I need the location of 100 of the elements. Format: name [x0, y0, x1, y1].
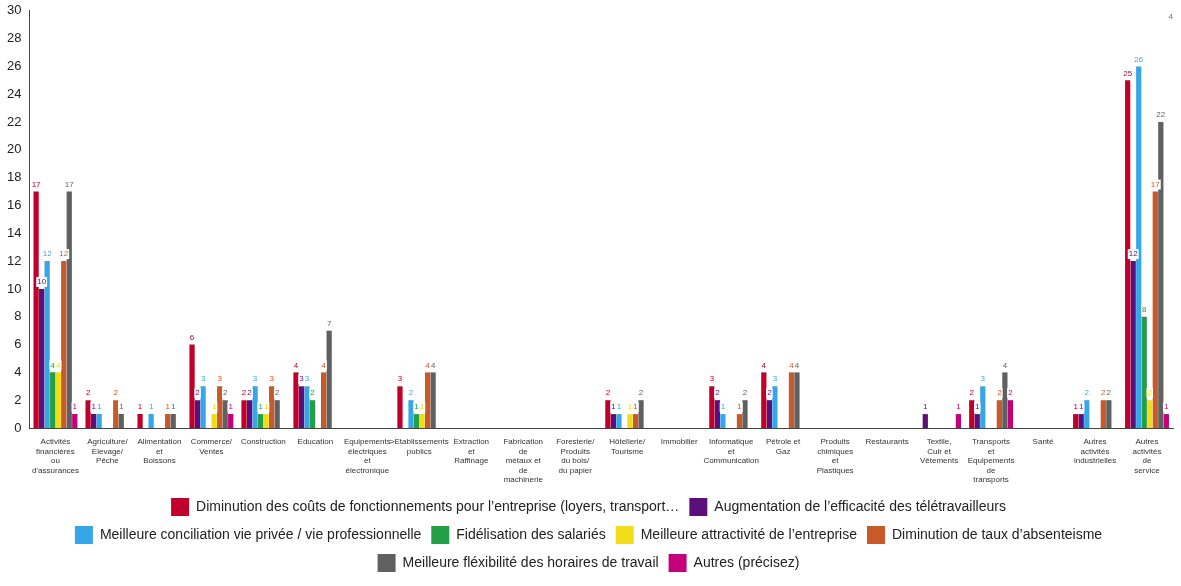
data-label: 1 [170, 402, 176, 412]
bar [50, 372, 56, 428]
bar [118, 414, 124, 428]
bar [1152, 191, 1158, 428]
bar [1084, 400, 1090, 428]
data-label: 1 [419, 402, 425, 412]
bar [736, 414, 743, 428]
data-label: 3 [980, 374, 986, 384]
data-label: 2 [1084, 388, 1090, 398]
data-label: 2 [247, 388, 253, 398]
data-label: 4 [55, 360, 61, 370]
data-label: 6 [189, 332, 195, 342]
bar [610, 414, 617, 428]
data-label: 4 [1002, 360, 1008, 370]
data-label: 3 [217, 374, 223, 384]
bar [293, 372, 299, 428]
data-label: 1 [1079, 402, 1084, 412]
data-label: 12 [1128, 249, 1139, 259]
bar [96, 414, 102, 428]
data-label: 2 [1147, 388, 1153, 398]
data-label: 22 [1156, 110, 1166, 120]
bar [257, 414, 264, 428]
bar [72, 414, 78, 428]
bar [211, 414, 217, 428]
x-tick-label: Education [297, 437, 334, 446]
data-label: 2 [1106, 388, 1112, 398]
data-label: 2 [408, 388, 414, 398]
legend-label: Autres (précisez) [693, 553, 800, 570]
data-label: 4 [789, 360, 795, 370]
data-label: 2 [742, 388, 748, 398]
x-tick-label: Textile, Cuir et Vêtements [919, 437, 959, 466]
data-label: 2 [241, 388, 247, 398]
y-tick-label: 28 [6, 30, 22, 46]
bar [714, 400, 720, 428]
y-tick-label: 12 [6, 252, 22, 268]
data-label: 25 [1123, 68, 1133, 78]
data-label: 1 [72, 402, 78, 412]
legend-label: Meilleure conciliation vie privée / vie professionnelle [99, 525, 422, 542]
data-label: 8 [1142, 304, 1148, 314]
x-tick-label: >Etablissements publics [389, 437, 449, 456]
data-label: 1 [258, 402, 264, 412]
bar [638, 400, 644, 428]
bar [408, 400, 414, 428]
bar [165, 414, 171, 428]
data-label: 3 [397, 374, 403, 384]
data-label: 3 [772, 374, 778, 384]
bar [766, 400, 772, 428]
x-tick-label: Commerce/ Ventes [190, 437, 233, 456]
x-tick-label: Restaurants [865, 437, 909, 446]
data-label: 2 [195, 388, 201, 398]
bar [1002, 372, 1008, 428]
data-label: 1 [975, 402, 981, 412]
bar [274, 400, 280, 428]
bar [605, 400, 611, 428]
y-tick-label: 4 [14, 363, 22, 379]
data-label: 2 [605, 388, 611, 398]
data-label: 1 [1073, 402, 1079, 412]
bar [217, 386, 223, 428]
data-label: 2 [85, 388, 91, 398]
data-label: 4 [321, 360, 327, 370]
bar [252, 386, 258, 428]
bar [137, 414, 143, 428]
data-label: 1 [263, 402, 269, 412]
data-label: 1 [119, 402, 125, 412]
data-label: 2 [638, 388, 644, 398]
data-label: 3 [269, 374, 275, 384]
bar [1106, 400, 1112, 428]
bar [85, 400, 91, 428]
data-label: 2 [715, 388, 721, 398]
x-tick-label: Foresterie/ Produits du bois/ du papier [556, 437, 596, 475]
y-tick-label: 26 [6, 58, 22, 73]
bar [1163, 414, 1169, 428]
data-label: 4 [430, 360, 436, 370]
data-label: 26 [1134, 54, 1144, 64]
y-tick-label: 18 [6, 169, 22, 185]
bar [241, 400, 247, 428]
x-tick-label: Autres activités de service [1132, 437, 1162, 475]
x-tick-label: Alimentation et Boissons [137, 437, 182, 466]
data-label: 4 [761, 360, 767, 370]
y-tick-label: 30 [6, 2, 22, 18]
data-label: 1 [627, 402, 633, 412]
x-tick-label: Hôtellerie/ Tourisme [609, 437, 646, 456]
bar [761, 372, 767, 428]
bar [55, 372, 61, 428]
x-tick-label: Fabrication de métaux et de machinerie [503, 437, 544, 485]
bar [194, 400, 201, 428]
data-label: 12 [59, 249, 69, 259]
data-label: 2 [222, 388, 228, 398]
data-label: 1 [137, 402, 143, 412]
y-tick-label: 14 [6, 224, 22, 240]
data-label: 2 [1101, 388, 1107, 398]
x-tick-label: Autres activités industrielles [1073, 437, 1117, 466]
data-label: 2 [997, 388, 1003, 398]
bar [1158, 122, 1164, 428]
bar [321, 372, 327, 428]
data-label: 2 [310, 388, 316, 398]
data-label: 1 [211, 402, 217, 412]
x-tick-label: Produits chimiques et Plastiques [816, 437, 854, 475]
data-label: 1 [96, 402, 102, 412]
bar [1100, 400, 1106, 428]
